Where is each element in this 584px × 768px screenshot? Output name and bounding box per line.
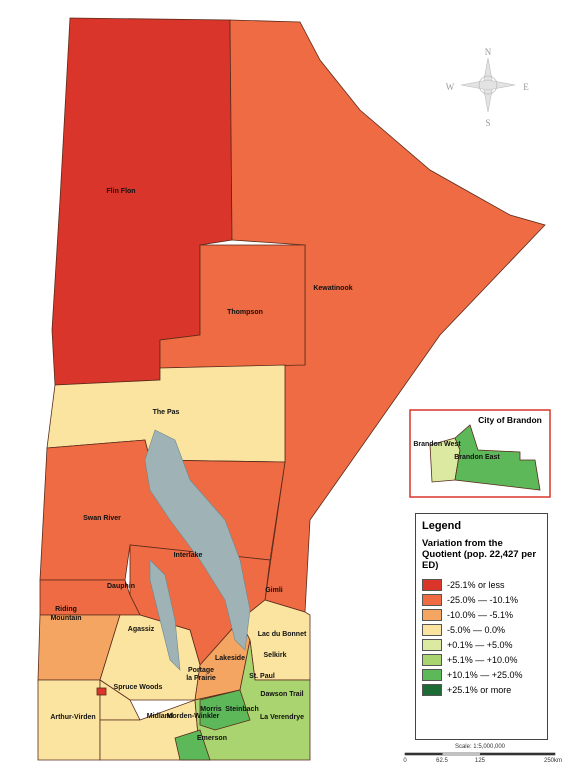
- inset-title: City of Brandon: [478, 415, 542, 425]
- region-label: Steinbach: [225, 706, 258, 713]
- region-label: Kewatinook: [313, 285, 352, 292]
- region-label: Lac du Bonnet: [258, 631, 307, 638]
- inset: City of Brandon Brandon West Brandon Eas…: [409, 409, 551, 498]
- legend-swatch: [422, 578, 442, 591]
- region-southeast: [194, 639, 311, 761]
- region-label: La Verendrye: [260, 714, 304, 721]
- inset-label: Brandon East: [454, 454, 500, 461]
- region-label: Lakeside: [215, 655, 245, 662]
- legend-swatch: [422, 653, 442, 666]
- lake-winnipeg: [144, 429, 251, 651]
- legend: Legend Variation from the Quotient (pop.…: [415, 513, 548, 740]
- region-label: Morris: [200, 706, 222, 713]
- scale-tick: 62.5: [436, 758, 448, 764]
- compass: N E S W: [446, 47, 530, 128]
- region-label: Dawson Trail: [260, 691, 303, 698]
- legend-label: -25.0% — -10.1%: [447, 594, 519, 605]
- region-emerson: [174, 729, 211, 761]
- region-label: Selkirk: [264, 652, 287, 659]
- legend-swatch: [422, 668, 442, 681]
- legend-label: -5.0% — 0.0%: [447, 624, 506, 635]
- compass-ew: [460, 79, 516, 91]
- legend-item: -25.1% or less: [422, 577, 541, 592]
- legend-label: -10.0% — -5.1%: [447, 609, 514, 620]
- scale-tick: 125: [475, 758, 486, 764]
- legend-item: +5.1% — +10.0%: [422, 652, 541, 667]
- legend-item: -5.0% — 0.0%: [422, 622, 541, 637]
- region-label: Gimli: [265, 587, 283, 594]
- region-label: Emerson: [197, 735, 227, 742]
- region-label: Dauphin: [107, 583, 135, 590]
- lake-manitoba: [149, 559, 181, 671]
- legend-label: -25.1% or less: [447, 579, 505, 590]
- region-label: Swan River: [83, 515, 121, 522]
- region-label: Flin Flon: [106, 188, 135, 195]
- region-label: Arthur-Virden: [50, 714, 95, 721]
- region-spruce-woods-inner: [96, 687, 107, 696]
- scale-label: Scale: 1:5,000,000: [455, 744, 506, 750]
- region-label: Morden-Winkler: [167, 713, 220, 720]
- legend-swatch: [422, 638, 442, 651]
- inset-brandon-east: [454, 424, 541, 491]
- compass-ring: [478, 75, 498, 95]
- compass-s: S: [485, 118, 490, 128]
- scale-tick: 250km: [544, 758, 562, 764]
- legend-swatch: [422, 608, 442, 621]
- legend-items: -25.1% or less -25.0% — -10.1% -10.0% — -5…: [422, 577, 541, 697]
- region-label: Riding: [55, 606, 77, 613]
- legend-label: +25.1% or more: [447, 684, 512, 695]
- legend-title: Legend: [422, 520, 462, 532]
- region-label: Portage: [188, 667, 214, 674]
- legend-item: -10.0% — -5.1%: [422, 607, 541, 622]
- compass-e: E: [523, 82, 529, 92]
- region-label: Interlake: [174, 552, 203, 559]
- region-label: St. Paul: [249, 673, 275, 680]
- scale-bar-seg: [480, 753, 555, 755]
- scale-bar: Scale: 1:5,000,000 0 62.5 125 250km: [403, 744, 562, 764]
- inset-label: Brandon West: [413, 441, 461, 448]
- region-steinbach: [199, 689, 251, 731]
- compass-n: N: [485, 47, 492, 57]
- region-label: la Prairie: [186, 675, 216, 682]
- legend-swatch: [422, 623, 442, 636]
- legend-item: +25.1% or more: [422, 682, 541, 697]
- scale-bar-seg: [405, 753, 443, 755]
- legend-label: +0.1% — +5.0%: [447, 639, 513, 650]
- region-label: Midland: [147, 713, 173, 720]
- legend-item: -25.0% — -10.1%: [422, 592, 541, 607]
- legend-item: +0.1% — +5.0%: [422, 637, 541, 652]
- legend-subtitle: Variation from the Quotient (pop. 22,427…: [422, 538, 537, 571]
- compass-w: W: [446, 82, 455, 92]
- legend-item: +10.1% — +25.0%: [422, 667, 541, 682]
- region-label: Thompson: [227, 309, 263, 316]
- scale-tick: 0: [403, 758, 407, 764]
- region-label: Agassiz: [128, 626, 155, 633]
- legend-label: +10.1% — +25.0%: [447, 669, 523, 680]
- region-label: Mountain: [50, 615, 81, 622]
- legend-swatch: [422, 683, 442, 696]
- region-label: Spruce Woods: [114, 684, 163, 691]
- legend-swatch: [422, 593, 442, 606]
- legend-label: +5.1% — +10.0%: [447, 654, 518, 665]
- region-label: The Pas: [153, 409, 180, 416]
